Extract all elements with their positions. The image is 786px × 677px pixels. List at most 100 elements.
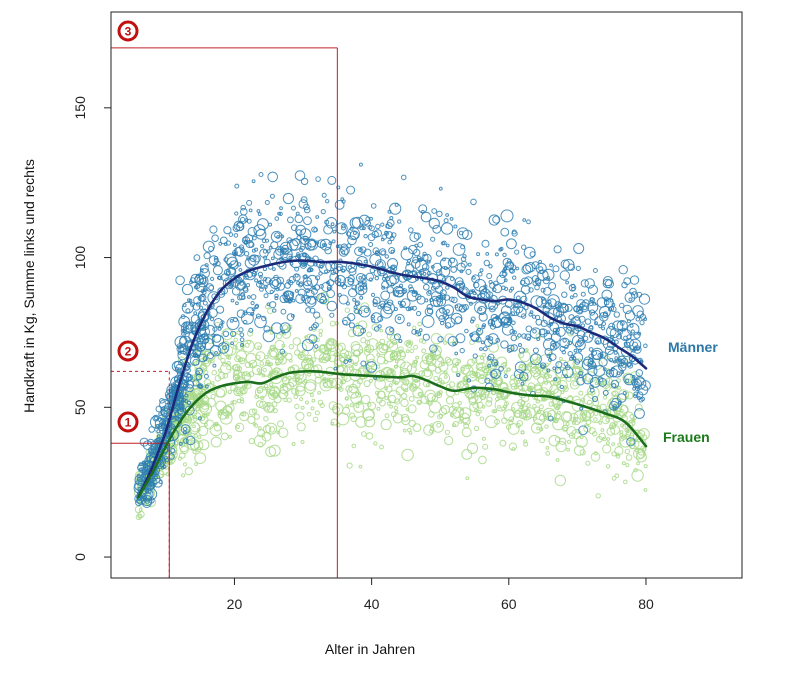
scatter-point-maenner [454,303,463,312]
scatter-point-frauen [407,427,412,433]
reference-marker-label: 3 [125,25,132,39]
scatter-point-maenner [315,176,321,182]
scatter-point-frauen [401,448,414,462]
scatter-point-maenner [268,222,273,227]
scatter-point-maenner [209,317,215,322]
scatter-point-frauen [366,353,375,363]
scatter-point-maenner [515,306,527,318]
scatter-point-frauen [345,385,353,393]
scatter-point-maenner [431,208,438,214]
scatter-point-maenner [616,333,623,340]
scatter-point-maenner [269,289,274,294]
scatter-point-frauen [310,406,315,411]
scatter-point-frauen [199,415,206,421]
scatter-point-maenner [459,282,466,289]
scatter-point-frauen [233,337,238,343]
scatter-point-maenner [372,299,378,305]
scatter-point-frauen [138,507,143,512]
scatter-point-maenner [303,280,313,291]
scatter-point-maenner [193,296,202,305]
scatter-point-maenner [263,276,268,282]
scatter-point-frauen [634,403,643,412]
scatter-point-maenner [532,329,537,334]
scatter-point-maenner [319,238,332,251]
scatter-point-frauen [478,455,487,465]
scatter-point-maenner [481,325,486,329]
scatter-point-frauen [318,328,324,334]
scatter-point-frauen [267,308,274,315]
scatter-point-maenner [353,305,358,310]
scatter-point-maenner [302,252,307,258]
scatter-point-maenner [621,281,628,289]
scatter-point-frauen [586,399,593,406]
scatter-point-maenner [489,294,498,304]
scatter-point-frauen [428,363,437,372]
scatter-point-frauen [581,411,592,421]
scatter-point-frauen [232,399,237,405]
scatter-point-frauen [199,398,204,403]
scatter-point-frauen [327,350,332,355]
reference-marker-badge [117,20,139,42]
reference-marker-label: 1 [125,416,132,430]
scatter-point-maenner [435,295,444,303]
scatter-point-frauen [272,408,278,414]
scatter-point-maenner [460,256,467,262]
scatter-point-maenner [230,341,235,346]
scatter-point-maenner [286,237,293,244]
scatter-point-maenner [279,206,283,211]
scatter-point-maenner [474,301,487,314]
scatter-point-frauen [394,409,399,414]
scatter-point-maenner [253,224,266,237]
scatter-point-maenner [580,291,586,297]
scatter-point-frauen [206,397,216,408]
scatter-point-maenner [341,223,346,229]
scatter-point-maenner [483,259,490,267]
scatter-point-maenner [594,337,602,345]
scatter-point-maenner [234,279,247,291]
scatter-point-maenner [263,293,269,299]
scatter-point-maenner [337,278,342,283]
scatter-point-frauen [625,463,630,468]
scatter-point-maenner [209,225,218,234]
scatter-point-maenner [313,311,321,319]
scatter-point-maenner [488,279,493,285]
scatter-point-maenner [374,251,380,257]
scatter-point-maenner [243,251,250,257]
scatter-point-maenner [535,296,547,308]
scatter-point-frauen [405,341,413,349]
scatter-point-maenner [472,276,476,280]
scatter-point-maenner [276,235,281,239]
scatter-point-frauen [437,413,443,420]
scatter-point-maenner [239,332,245,338]
scatter-point-maenner [383,303,392,312]
scatter-point-maenner [529,310,534,315]
scatter-point-maenner [611,302,616,307]
scatter-point-maenner [506,347,512,353]
scatter-point-frauen [393,405,398,410]
scatter-point-maenner [311,226,318,233]
scatter-point-maenner [602,312,608,318]
scatter-point-frauen [457,401,462,406]
scatter-point-maenner [386,286,394,294]
scatter-point-frauen [227,356,232,360]
scatter-point-frauen [475,355,485,365]
scatter-point-maenner [307,239,318,251]
scatter-point-frauen [259,400,268,409]
scatter-point-frauen [330,421,335,426]
scatter-point-frauen [271,401,278,408]
scatter-point-maenner [267,171,279,183]
scatter-point-frauen [526,385,533,392]
scatter-point-frauen [611,442,615,447]
scatter-point-maenner [153,478,163,488]
scatter-point-frauen [355,416,367,428]
scatter-point-frauen [629,414,635,419]
scatter-point-frauen [368,378,373,383]
scatter-point-maenner [602,390,609,396]
scatter-point-maenner [358,214,370,226]
scatter-point-maenner [438,186,443,191]
scatter-point-frauen [193,440,204,451]
scatter-point-frauen [292,374,300,383]
scatter-point-frauen [384,396,389,401]
scatter-point-maenner [535,314,541,321]
scatter-point-maenner [549,263,553,268]
